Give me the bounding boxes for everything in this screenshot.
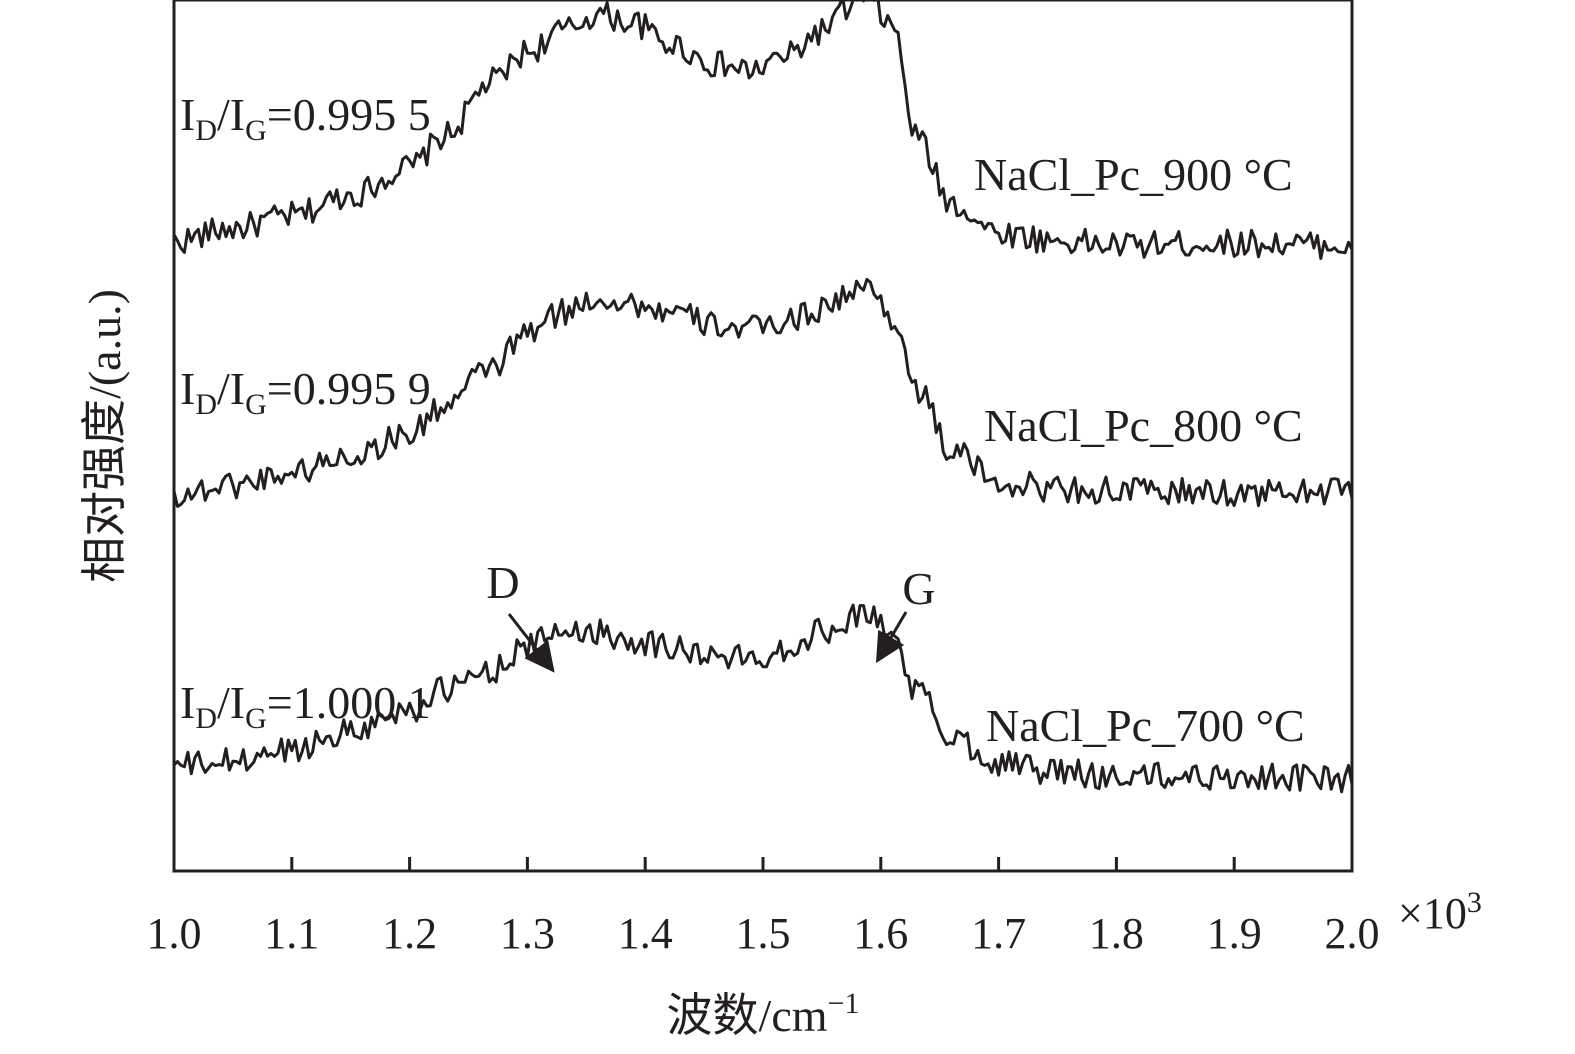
peak-arrow-d (507, 613, 555, 673)
x-tick-label: 2.0 (1325, 909, 1380, 958)
peak-arrow-g (875, 611, 908, 664)
series-labels: NaCl_Pc_900 °C NaCl_Pc_800 °C NaCl_Pc_700 … (974, 149, 1305, 751)
y-axis-title: 相对强度/(a.u.) (79, 289, 130, 583)
id-ig-ratio: ID/IG=0.995 5 (180, 89, 431, 147)
series-line (172, 0, 1354, 260)
x-tick-label: 1.5 (736, 909, 791, 958)
id-ig-ratio: ID/IG=0.995 9 (180, 363, 431, 421)
x-tick-label: 1.7 (971, 909, 1026, 958)
series-name: NaCl_Pc_900 °C (974, 149, 1293, 200)
x-tick-label: 1.2 (382, 909, 437, 958)
x-tick-label: 1.8 (1089, 909, 1144, 958)
x-tick-label: 1.4 (618, 909, 673, 958)
peak-label-d: D (486, 557, 519, 608)
series-name: NaCl_Pc_800 °C (984, 400, 1303, 451)
x-axis-title: 波数/cm−1 (667, 987, 860, 1041)
x-tick-label: 1.0 (147, 909, 202, 958)
x-tick-label: 1.1 (264, 909, 319, 958)
x-multiplier: ×103 (1398, 886, 1482, 938)
series-line (172, 277, 1354, 508)
series-name: NaCl_Pc_700 °C (986, 700, 1305, 751)
peak-label-g: G (902, 563, 935, 614)
x-axis-ticks (172, 857, 1354, 871)
x-axis-tick-labels: 1.0 1.1 1.2 1.3 1.4 1.5 1.6 1.7 1.8 1.9 2.0 (147, 909, 1380, 958)
series-curves (172, 0, 1354, 794)
ratio-labels: ID/IG=0.995 5 ID/IG=0.995 9 ID/IG=1.000 1 (180, 89, 431, 735)
id-ig-ratio: ID/IG=1.000 1 (180, 677, 431, 735)
series-line (172, 603, 1354, 794)
x-tick-label: 1.6 (853, 909, 908, 958)
x-tick-label: 1.9 (1207, 909, 1262, 958)
x-tick-label: 1.3 (500, 909, 555, 958)
